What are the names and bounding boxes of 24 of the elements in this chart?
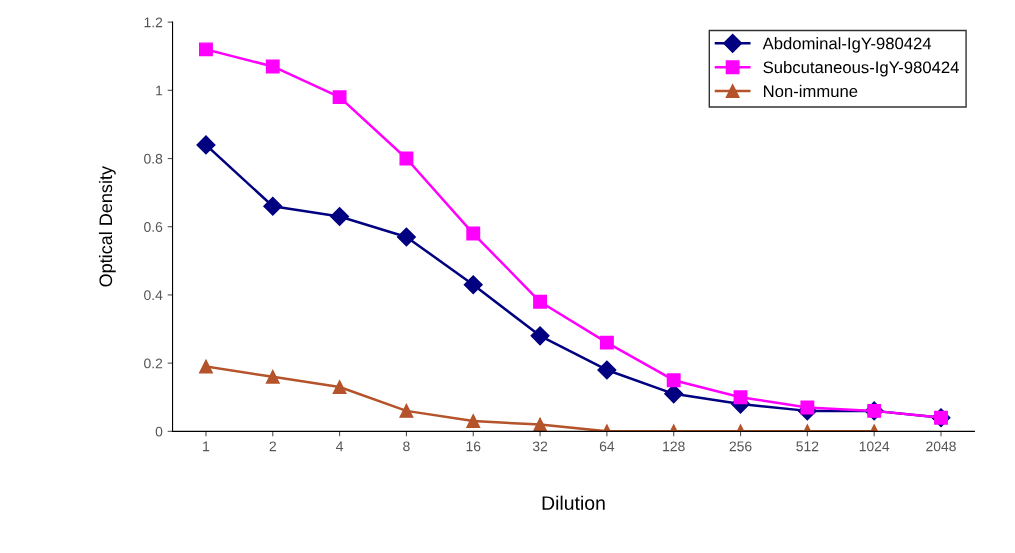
x-tick-label: 1024 [859, 441, 890, 452]
legend-label: Subcutaneous-IgY-980424 [763, 60, 959, 77]
y-axis-title: Optical Density [98, 166, 116, 287]
legend-label: Abdominal-IgY-980424 [762, 37, 932, 53]
y-tick-label: 1 [156, 85, 163, 96]
x-tick-label: 8 [403, 441, 410, 452]
y-tick-label: 0.8 [144, 153, 163, 164]
y-tick-label: 0 [155, 426, 163, 437]
y-tick-label: 0.2 [144, 358, 163, 369]
x-tick-label: 64 [599, 441, 615, 452]
x-tick-label: 2 [269, 441, 276, 452]
x-tick-label: 4 [336, 441, 344, 452]
x-tick-label: 2048 [926, 441, 956, 452]
x-tick-label: 256 [729, 441, 752, 452]
x-tick-label: 128 [663, 441, 685, 452]
y-tick-label: 1.2 [144, 17, 163, 28]
x-tick-label: 512 [796, 441, 819, 452]
y-tick-label: 0.4 [144, 290, 163, 301]
x-axis-title: Dilution [542, 495, 605, 510]
y-tick-label: 0.6 [144, 222, 163, 232]
x-tick-label: 1 [203, 441, 210, 452]
x-tick-label: 16 [466, 441, 481, 452]
legend-label: Non-immune [764, 84, 858, 98]
x-tick-label: 32 [532, 441, 548, 452]
